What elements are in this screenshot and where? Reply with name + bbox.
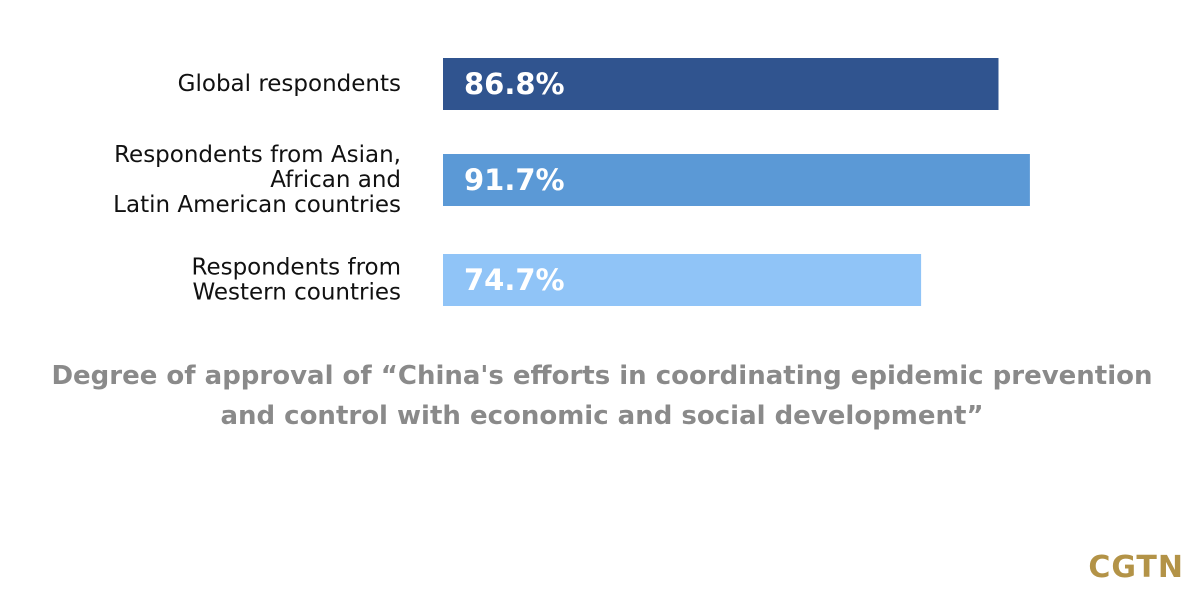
category-label-1: Global respondents [178, 71, 401, 97]
bar-1 [443, 58, 999, 110]
bar-3 [443, 254, 922, 306]
category-label-2: Respondents from Asian, African and Latin … [113, 142, 401, 218]
category-label-3: Respondents from Western countries [192, 255, 402, 306]
category-label-line: Western countries [192, 280, 401, 306]
bar-value-label-2: 91.7% [464, 163, 565, 197]
bar-value-label-1: 86.8% [464, 67, 565, 101]
bar-value-label-3: 74.7% [464, 263, 565, 297]
category-label-line: Latin American countries [113, 192, 401, 218]
category-label-line: Respondents from [192, 255, 402, 281]
caption-line-2: and control with economic and social dev… [220, 401, 984, 431]
caption-line-1: Degree of approval of “China's efforts i… [51, 361, 1153, 391]
category-label-line: Global respondents [178, 71, 401, 97]
category-label-line: African and [270, 167, 401, 193]
bar-2 [443, 154, 1030, 206]
category-label-line: Respondents from Asian, [114, 142, 401, 168]
cgtn-logo: CGTN [1088, 550, 1184, 585]
chart-caption: Degree of approval of “China's efforts i… [40, 356, 1164, 436]
bar-chart: 86.8% Global respondents 91.7% Respondents … [113, 58, 1030, 306]
